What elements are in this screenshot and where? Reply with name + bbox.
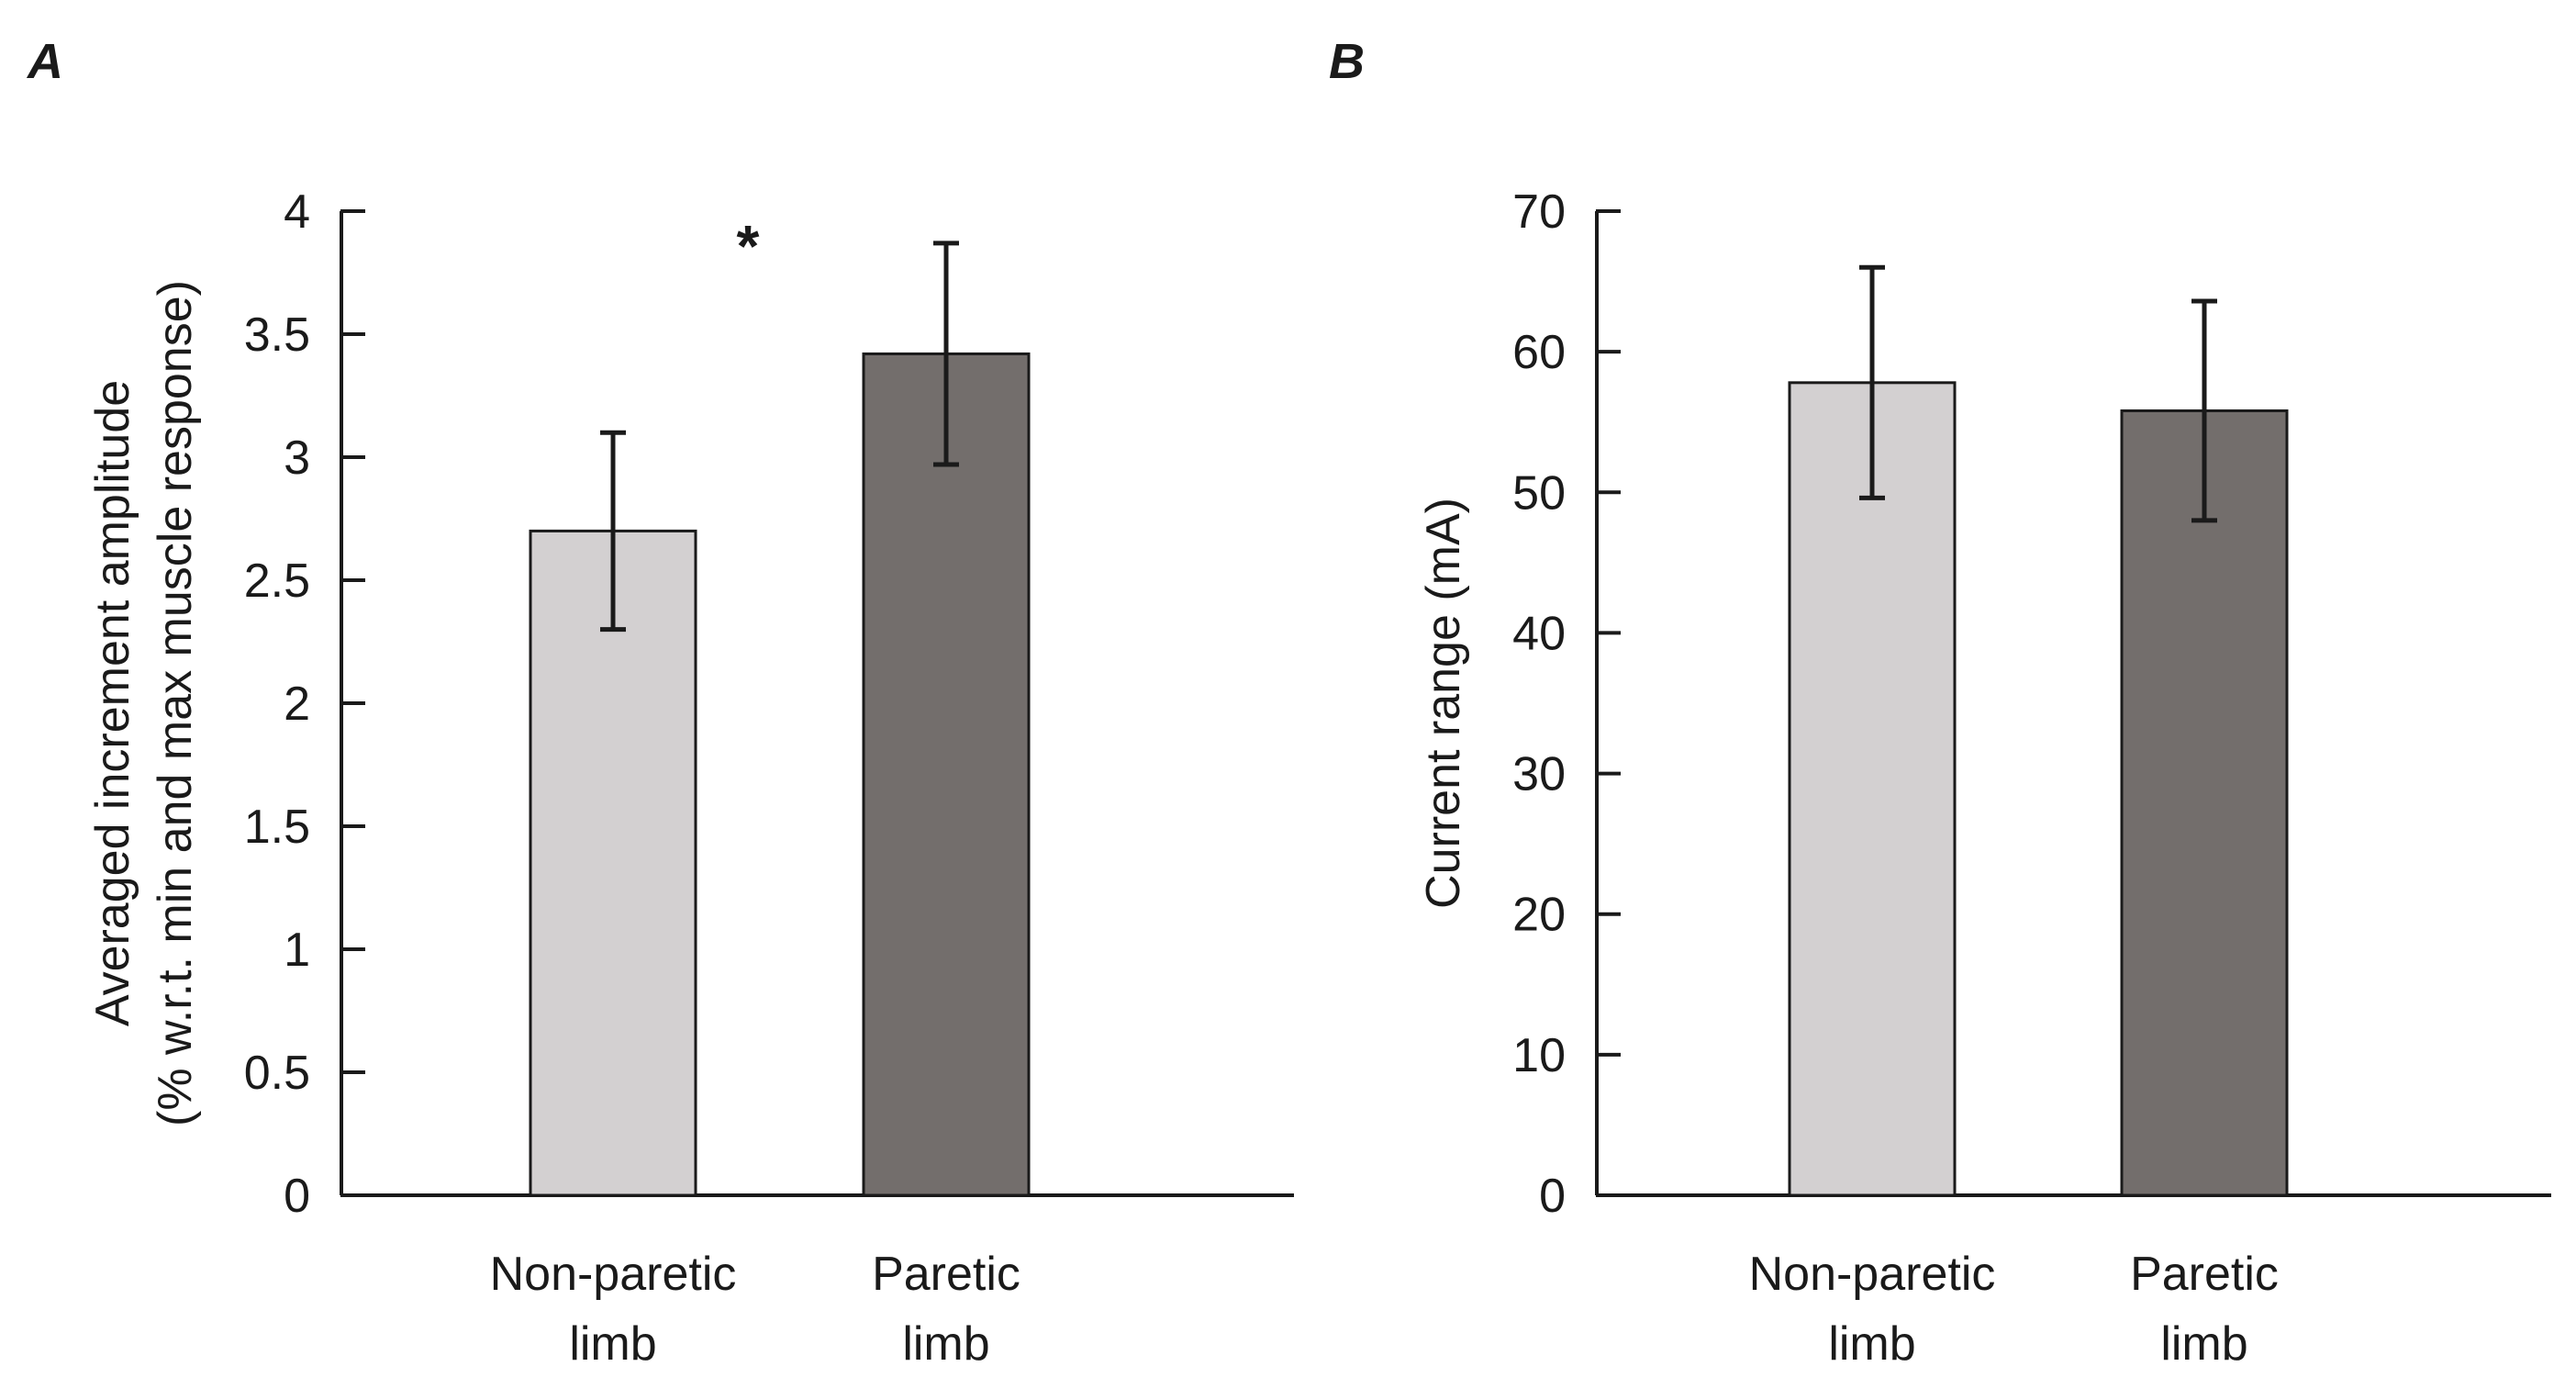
panel-letter: A xyxy=(26,34,63,89)
x-category-label: Paretic xyxy=(2130,1248,2279,1301)
y-tick-label: 4 xyxy=(284,185,310,239)
y-tick-label: 0 xyxy=(1539,1170,1566,1223)
x-category-label: limb xyxy=(569,1317,656,1371)
y-tick-label: 20 xyxy=(1512,889,1566,942)
y-tick-label: 3 xyxy=(284,431,310,485)
chart-panel-b: B Current range (mA) 0 10 20 30 40 50 60 70 Non-pa… xyxy=(1329,34,2551,1371)
y-tick-label: 2 xyxy=(284,678,310,731)
x-category-label: limb xyxy=(1828,1317,1915,1371)
chart-panel-a: A Averaged increment amplitude (% w.r.t. m… xyxy=(26,34,1294,1371)
x-category-label: Non-paretic xyxy=(1749,1248,1996,1301)
bar xyxy=(529,529,697,1197)
y-axis-title: (% w.r.t. min and max muscle response) xyxy=(149,280,202,1126)
y-tick-label: 0.5 xyxy=(244,1047,310,1100)
y-axis-title: Averaged increment amplitude xyxy=(86,380,139,1026)
y-tick-label: 40 xyxy=(1512,607,1566,660)
x-category-label: limb xyxy=(2160,1317,2247,1371)
x-category-label: limb xyxy=(902,1317,989,1371)
y-tick-label: 1 xyxy=(284,924,310,977)
bar xyxy=(862,352,1031,1197)
significance-marker: * xyxy=(737,213,760,279)
x-category-label: Non-paretic xyxy=(490,1248,737,1301)
bar xyxy=(1788,381,1957,1197)
y-tick-label: 30 xyxy=(1512,748,1566,801)
bar xyxy=(2120,409,2289,1197)
y-tick-label: 10 xyxy=(1512,1029,1566,1082)
y-tick-label: 70 xyxy=(1512,185,1566,239)
y-tick-label: 2.5 xyxy=(244,554,310,608)
x-category-label: Paretic xyxy=(872,1248,1020,1301)
y-tick-label: 50 xyxy=(1512,466,1566,520)
y-tick-label: 1.5 xyxy=(244,801,310,854)
y-tick-label: 0 xyxy=(284,1170,310,1223)
y-axis-title: Current range (mA) xyxy=(1417,498,1470,909)
y-tick-label: 3.5 xyxy=(244,308,310,362)
panel-letter: B xyxy=(1329,34,1365,89)
y-tick-label: 60 xyxy=(1512,326,1566,379)
